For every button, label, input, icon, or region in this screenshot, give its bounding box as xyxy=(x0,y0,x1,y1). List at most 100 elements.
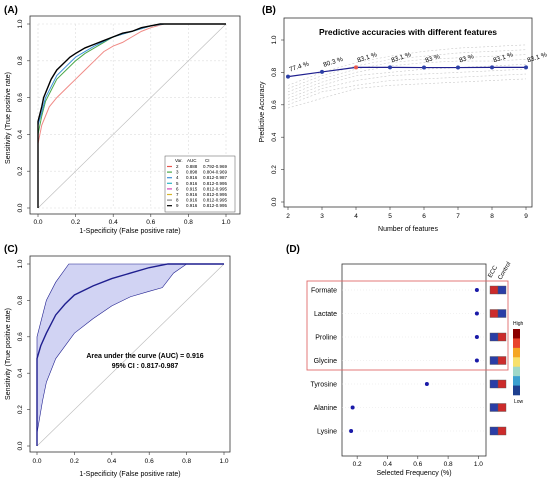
colorbar-low-label: Low xyxy=(514,399,524,405)
category-label: Tyrosine xyxy=(311,382,338,389)
panel-c-y-ticks: 0.0 0.2 0.4 0.6 0.8 1.0 xyxy=(17,259,30,451)
legend-header-ci: CI xyxy=(205,158,210,163)
panel-a-xlabel: 1-Specificity (False positive rate) xyxy=(79,228,180,235)
panel-b-x-ticks: 2 3 4 5 6 7 8 9 xyxy=(286,207,528,220)
colorbar-segment xyxy=(513,366,520,377)
legend-ci: 0.812-0.995 xyxy=(203,203,228,208)
x-tick-label: 0.8 xyxy=(444,461,453,468)
y-tick-label: 0.2 xyxy=(17,166,24,175)
ci-lower-line xyxy=(36,263,224,446)
legend-auc: 0.915 xyxy=(186,186,198,191)
accuracy-point xyxy=(456,65,460,70)
ecc-heat-cell xyxy=(489,426,499,436)
accuracy-point xyxy=(490,65,494,70)
highlight-box xyxy=(306,280,509,371)
panel-b-ylabel: Predictive Accuracy xyxy=(259,81,266,143)
y-tick-label: 1.0 xyxy=(17,19,24,28)
legend-var: 3 xyxy=(176,170,179,175)
legend-var: 7 xyxy=(176,192,179,197)
roc-line-var-9 xyxy=(37,23,226,208)
legend-ci: 0.812-0.995 xyxy=(203,198,228,203)
panel-c-x-ticks: 0.0 0.2 0.4 0.6 0.8 1.0 xyxy=(32,452,229,465)
panel-a-roc-lines xyxy=(37,23,226,208)
legend-var: 6 xyxy=(176,186,179,191)
category-label: Alanine xyxy=(314,405,337,412)
x-tick-label: 0.8 xyxy=(182,458,191,465)
y-tick-label: 0.6 xyxy=(271,100,278,109)
colorbar-segment xyxy=(513,347,520,358)
diagonal-reference-line xyxy=(37,23,227,209)
y-tick-label: 0.8 xyxy=(271,68,278,77)
panel-a-legend: Var. AUC CI 2 0.888 0.792-0.969 3 0.898 0.804… xyxy=(164,155,236,213)
legend-auc: 0.916 xyxy=(186,175,198,180)
panel-b-accuracy-line xyxy=(286,65,528,79)
ci-band-area xyxy=(37,264,224,446)
background-accuracy-line xyxy=(287,78,527,109)
ecc-heat-cell xyxy=(489,332,499,342)
control-heat-cell xyxy=(497,332,507,342)
x-tick-label: 0.0 xyxy=(32,458,41,465)
x-tick-label: 1.0 xyxy=(474,461,483,468)
panel-c-ci-band xyxy=(36,263,225,447)
panel-b-y-ticks: 0.0 0.2 0.4 0.6 0.8 1.0 xyxy=(271,35,284,207)
accuracy-data-label: 83 % xyxy=(424,53,440,64)
panel-b-xlabel: Number of features xyxy=(378,226,438,233)
x-tick-label: 5 xyxy=(388,213,392,220)
frequency-point xyxy=(474,358,479,363)
accuracy-point xyxy=(286,74,290,79)
legend-auc: 0.898 xyxy=(186,170,198,175)
legend-ci: 0.792-0.969 xyxy=(203,164,228,169)
panel-a-grid xyxy=(37,23,227,209)
legend-auc: 0.916 xyxy=(186,192,198,197)
panel-d-colorbar xyxy=(513,329,520,396)
colorbar-segment xyxy=(513,376,520,386)
frequency-point xyxy=(424,382,429,386)
frequency-panel-d: Formate Lactate Proline Glycine Tyrosine Alan… xyxy=(306,261,524,477)
legend-ci: 0.812-0.995 xyxy=(203,192,228,197)
x-tick-label: 0.4 xyxy=(107,458,116,465)
legend-header-auc: AUC xyxy=(187,158,197,163)
legend-ci: 0.812-0.995 xyxy=(203,186,228,191)
legend-ci: 0.812-0.995 xyxy=(203,181,228,186)
frequency-point xyxy=(349,429,354,433)
accuracy-point xyxy=(388,65,392,70)
x-tick-label: 4 xyxy=(354,213,358,220)
legend-header-var: Var. xyxy=(175,158,183,163)
roc-curve xyxy=(36,263,224,446)
panel-a-y-ticks: 0.0 0.2 0.4 0.6 0.8 1.0 xyxy=(17,19,30,213)
x-tick-label: 1.0 xyxy=(221,219,230,226)
accuracy-point xyxy=(524,65,528,70)
x-tick-label: 0.4 xyxy=(383,461,392,468)
x-tick-label: 0.2 xyxy=(353,461,362,468)
ci-upper-line xyxy=(36,263,224,446)
background-accuracy-line xyxy=(287,73,527,106)
x-tick-label: 9 xyxy=(524,213,528,220)
panel-a-legend-rows: 2 0.888 0.792-0.969 3 0.898 0.804-0.969 4 0.916… xyxy=(167,164,228,208)
x-tick-label: 7 xyxy=(456,213,460,220)
category-label: Proline xyxy=(315,335,337,342)
accuracy-data-label: 83 % xyxy=(458,53,474,64)
y-tick-label: 0.4 xyxy=(17,130,24,139)
y-tick-label: 0.6 xyxy=(17,332,24,341)
colorbar-segment xyxy=(513,357,520,368)
frequency-point xyxy=(474,288,479,292)
control-heat-cell xyxy=(497,403,507,412)
panel-a-x-ticks: 0.0 0.2 0.4 0.6 0.8 1.0 xyxy=(33,214,231,226)
panel-c-xlabel: 1-Specificity (False positive rate) xyxy=(79,471,180,478)
group-label-control: Control xyxy=(498,261,513,281)
accuracy-point xyxy=(320,69,324,74)
frequency-point xyxy=(474,335,479,339)
control-heat-cell xyxy=(497,379,507,389)
y-tick-label: 1.0 xyxy=(17,259,24,268)
frequency-point xyxy=(350,405,355,410)
category-label: Glycine xyxy=(314,358,337,365)
panel-b-title: Predictive accuracies with different fea… xyxy=(319,27,497,37)
colorbar-segment xyxy=(513,338,520,349)
category-label: Formate xyxy=(311,288,337,295)
panel-a-ylabel: Sensitivity (True positive rate) xyxy=(5,72,12,164)
ecc-heat-cell xyxy=(489,356,499,365)
x-tick-label: 8 xyxy=(490,213,494,220)
colorbar-segment xyxy=(513,329,520,339)
